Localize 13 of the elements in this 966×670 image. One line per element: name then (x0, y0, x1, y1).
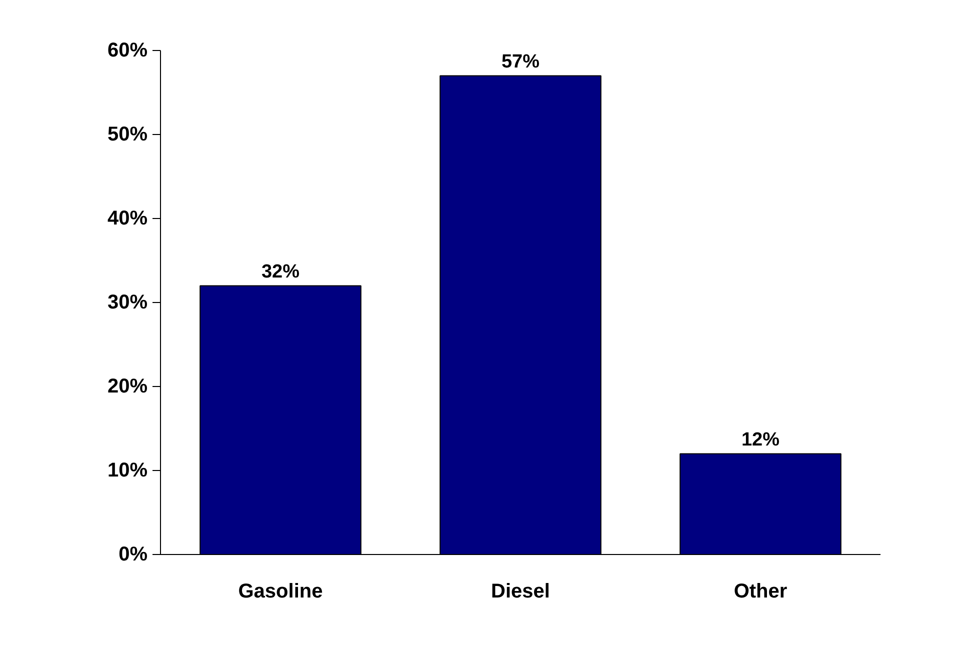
y-tick-label: 50% (107, 124, 148, 146)
x-tick-label: Other (734, 580, 788, 602)
data-label: 12% (741, 430, 780, 451)
x-tick-label: Diesel (491, 580, 550, 602)
y-tick-label: 10% (107, 460, 148, 482)
y-tick-label: 0% (118, 544, 148, 566)
data-label: 32% (261, 262, 300, 283)
y-tick-label: 20% (107, 376, 148, 398)
x-tick-label: Gasoline (238, 580, 323, 602)
data-label: 57% (501, 52, 540, 73)
y-tick-label: 60% (107, 40, 148, 62)
y-tick-label: 30% (107, 292, 148, 314)
y-tick-label: 40% (107, 208, 148, 230)
